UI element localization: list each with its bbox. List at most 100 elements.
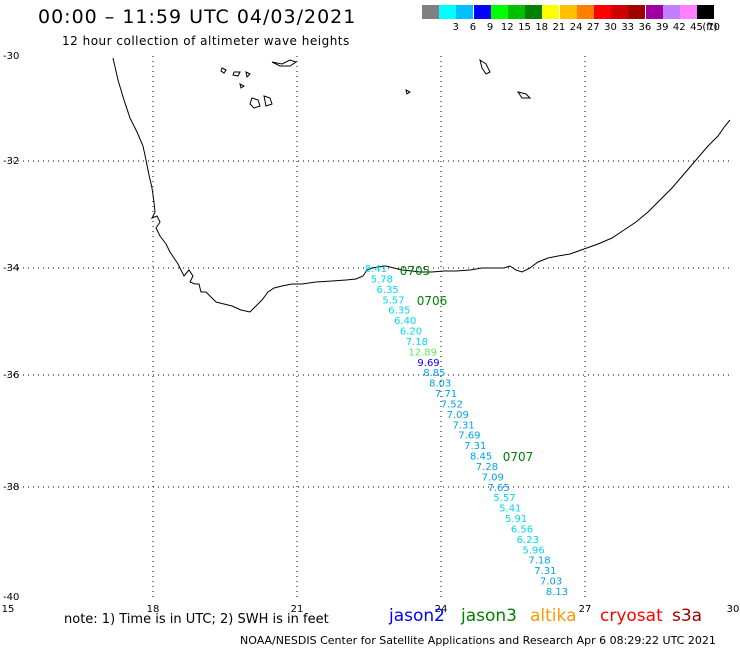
swh-label: 6.35 <box>377 285 399 296</box>
legend-swatch <box>611 5 629 19</box>
legend-label: 33 <box>621 22 635 33</box>
legend-label: 21 <box>552 22 566 33</box>
footnote: note: 1) Time is in UTC; 2) SWH is in fe… <box>64 612 329 627</box>
swh-label: 6.35 <box>388 306 410 317</box>
satellite-name-cryosat: cryosat <box>600 606 663 626</box>
satellite-name-jason3: jason3 <box>461 606 517 626</box>
legend-swatch <box>439 5 457 19</box>
legend-label: 39 <box>655 22 669 33</box>
legend-swatch <box>559 5 577 19</box>
axis-tick-labels: 15 18 21 24 27 30 -30 -32 -34 -36 -38 -40 <box>2 51 740 615</box>
satellite-name-s3a: s3a <box>672 606 703 626</box>
swh-label: 7.18 <box>406 337 428 348</box>
swh-label: 7.28 <box>476 462 498 473</box>
swh-label: 5.78 <box>371 274 393 285</box>
legend-label: 6 <box>469 22 477 33</box>
lat-tick-label: -36 <box>3 370 19 381</box>
island-6 <box>271 59 298 67</box>
legend-swatch <box>697 5 715 19</box>
credit-line: NOAA/NESDIS Center for Satellite Applica… <box>240 634 716 647</box>
swh-label: 7.31 <box>452 420 474 431</box>
legend-label: 24 <box>569 22 583 33</box>
legend-swatch <box>490 5 508 19</box>
swh-label: 9.69 <box>417 358 439 369</box>
legend-swatch <box>473 5 491 19</box>
legend-label: 36 <box>638 22 652 33</box>
swh-label: 7.52 <box>441 399 463 410</box>
legend-swatch <box>542 5 560 19</box>
legend-label: 42 <box>672 22 686 33</box>
island-5 <box>263 95 273 107</box>
lat-tick-label: -30 <box>3 51 19 62</box>
island-4 <box>249 97 261 109</box>
lon-tick-label: 27 <box>579 604 592 615</box>
swh-label: 8.85 <box>423 368 445 379</box>
swh-label: 7.09 <box>447 410 469 421</box>
legend-swatch <box>576 5 594 19</box>
legend-swatch <box>422 5 439 19</box>
pass-time-label: 0705 <box>400 264 431 278</box>
legend-swatch <box>594 5 611 19</box>
swh-label: 5.57 <box>493 493 515 504</box>
legend-unit: (ft) <box>702 22 718 33</box>
island-1 <box>220 67 227 74</box>
swh-label: 7.69 <box>458 431 480 442</box>
legend-swatch <box>662 5 680 19</box>
lon-tick-label: 21 <box>291 604 304 615</box>
lon-tick-label: 15 <box>2 604 15 615</box>
map-title: 00:00 – 11:59 UTC 04/03/2021 <box>38 6 357 28</box>
swh-label: 7.09 <box>482 472 504 483</box>
swh-label: 5.57 <box>382 295 404 306</box>
pass-time-labels: 0705 0706 0707 <box>400 264 534 464</box>
legend-label: 15 <box>518 22 531 33</box>
swh-label: 8.45 <box>470 452 492 463</box>
pass-time-label: 0706 <box>417 294 448 308</box>
legend-label: 27 <box>586 22 600 33</box>
legend-swatch <box>645 5 663 19</box>
swh-label: 5.41 <box>499 504 521 515</box>
legend-label: 70 <box>707 22 721 33</box>
island-7 <box>239 83 245 89</box>
legend-label: 18 <box>535 22 549 33</box>
swh-label: 6.23 <box>517 535 539 546</box>
legend-label: 3 <box>452 22 459 33</box>
swh-label: 7.71 <box>435 389 457 400</box>
swh-label: 6.56 <box>511 524 533 535</box>
swh-label: 12.89 <box>408 347 437 358</box>
legend-label: 30 <box>604 22 617 33</box>
swh-label: 6.40 <box>394 316 416 327</box>
satellite-name-altika: altika <box>530 606 577 626</box>
south-africa-coastline <box>112 57 731 313</box>
swh-label: 8.13 <box>546 587 568 598</box>
coastline <box>112 57 731 313</box>
legend-swatch <box>508 5 525 19</box>
lon-tick-label: 24 <box>435 604 448 615</box>
map-subtitle: 12 hour collection of altimeter wave hei… <box>62 34 350 48</box>
island-9 <box>405 89 411 95</box>
island-2 <box>232 71 241 77</box>
satellite-name-jason2: jason2 <box>389 606 445 626</box>
swh-label: 8.03 <box>429 379 451 390</box>
pass-time-label: 0707 <box>503 450 534 464</box>
swh-label: 7.18 <box>528 556 550 567</box>
swh-label: 6.20 <box>400 327 422 338</box>
island-10 <box>516 91 532 99</box>
legend-label: 45 <box>690 22 703 33</box>
altimeter-track: 8.415.786.355.576.356.406.207.1812.899.6… <box>365 264 568 598</box>
swh-label: 7.65 <box>487 483 509 494</box>
legend-swatch <box>680 5 697 19</box>
swh-label: 8.41 <box>365 264 387 275</box>
lat-lon-grid <box>8 56 733 597</box>
lon-tick-label: 18 <box>147 604 160 615</box>
lat-tick-label: -34 <box>3 263 19 274</box>
swh-label: 7.31 <box>464 441 486 452</box>
swh-label: 7.31 <box>534 566 556 577</box>
swh-label: 7.03 <box>540 577 562 588</box>
island-3 <box>245 71 251 79</box>
island-8 <box>479 58 491 75</box>
legend-swatch <box>525 5 543 19</box>
legend-label: 9 <box>486 22 494 33</box>
legend-swatch <box>456 5 474 19</box>
swh-label: 5.96 <box>523 545 545 556</box>
